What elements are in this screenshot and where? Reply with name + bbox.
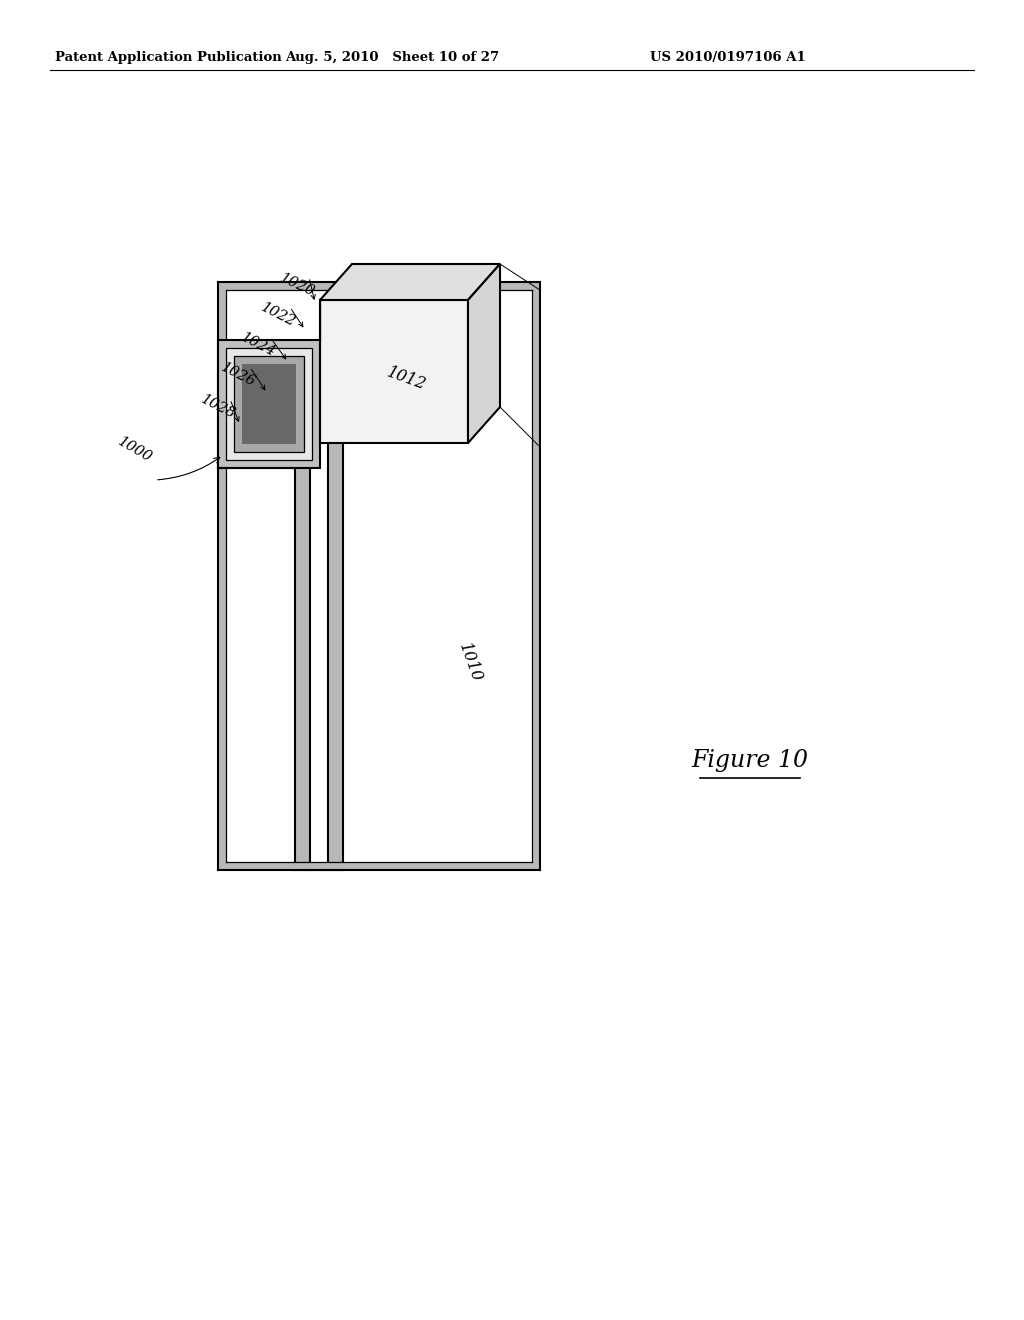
Polygon shape bbox=[532, 282, 540, 870]
Text: Figure 10: Figure 10 bbox=[691, 748, 809, 771]
Text: 1012: 1012 bbox=[385, 364, 429, 393]
Text: 1024: 1024 bbox=[239, 330, 278, 359]
Polygon shape bbox=[218, 282, 226, 870]
Polygon shape bbox=[319, 300, 468, 444]
Polygon shape bbox=[234, 356, 304, 451]
Polygon shape bbox=[310, 352, 328, 870]
Text: 1010: 1010 bbox=[455, 640, 484, 684]
Polygon shape bbox=[328, 352, 343, 870]
Polygon shape bbox=[242, 364, 296, 444]
Polygon shape bbox=[226, 348, 312, 459]
Polygon shape bbox=[319, 264, 500, 300]
Polygon shape bbox=[218, 862, 540, 870]
Text: 1022: 1022 bbox=[258, 301, 298, 330]
Text: Patent Application Publication: Patent Application Publication bbox=[55, 50, 282, 63]
Text: US 2010/0197106 A1: US 2010/0197106 A1 bbox=[650, 50, 806, 63]
Polygon shape bbox=[295, 352, 310, 870]
Text: 1000: 1000 bbox=[115, 434, 154, 465]
Text: 1020: 1020 bbox=[278, 271, 316, 300]
Polygon shape bbox=[218, 282, 540, 290]
Text: 1026: 1026 bbox=[218, 360, 258, 389]
Polygon shape bbox=[218, 341, 319, 469]
Text: 1028: 1028 bbox=[199, 392, 238, 421]
Polygon shape bbox=[468, 264, 500, 444]
Text: Aug. 5, 2010   Sheet 10 of 27: Aug. 5, 2010 Sheet 10 of 27 bbox=[285, 50, 499, 63]
